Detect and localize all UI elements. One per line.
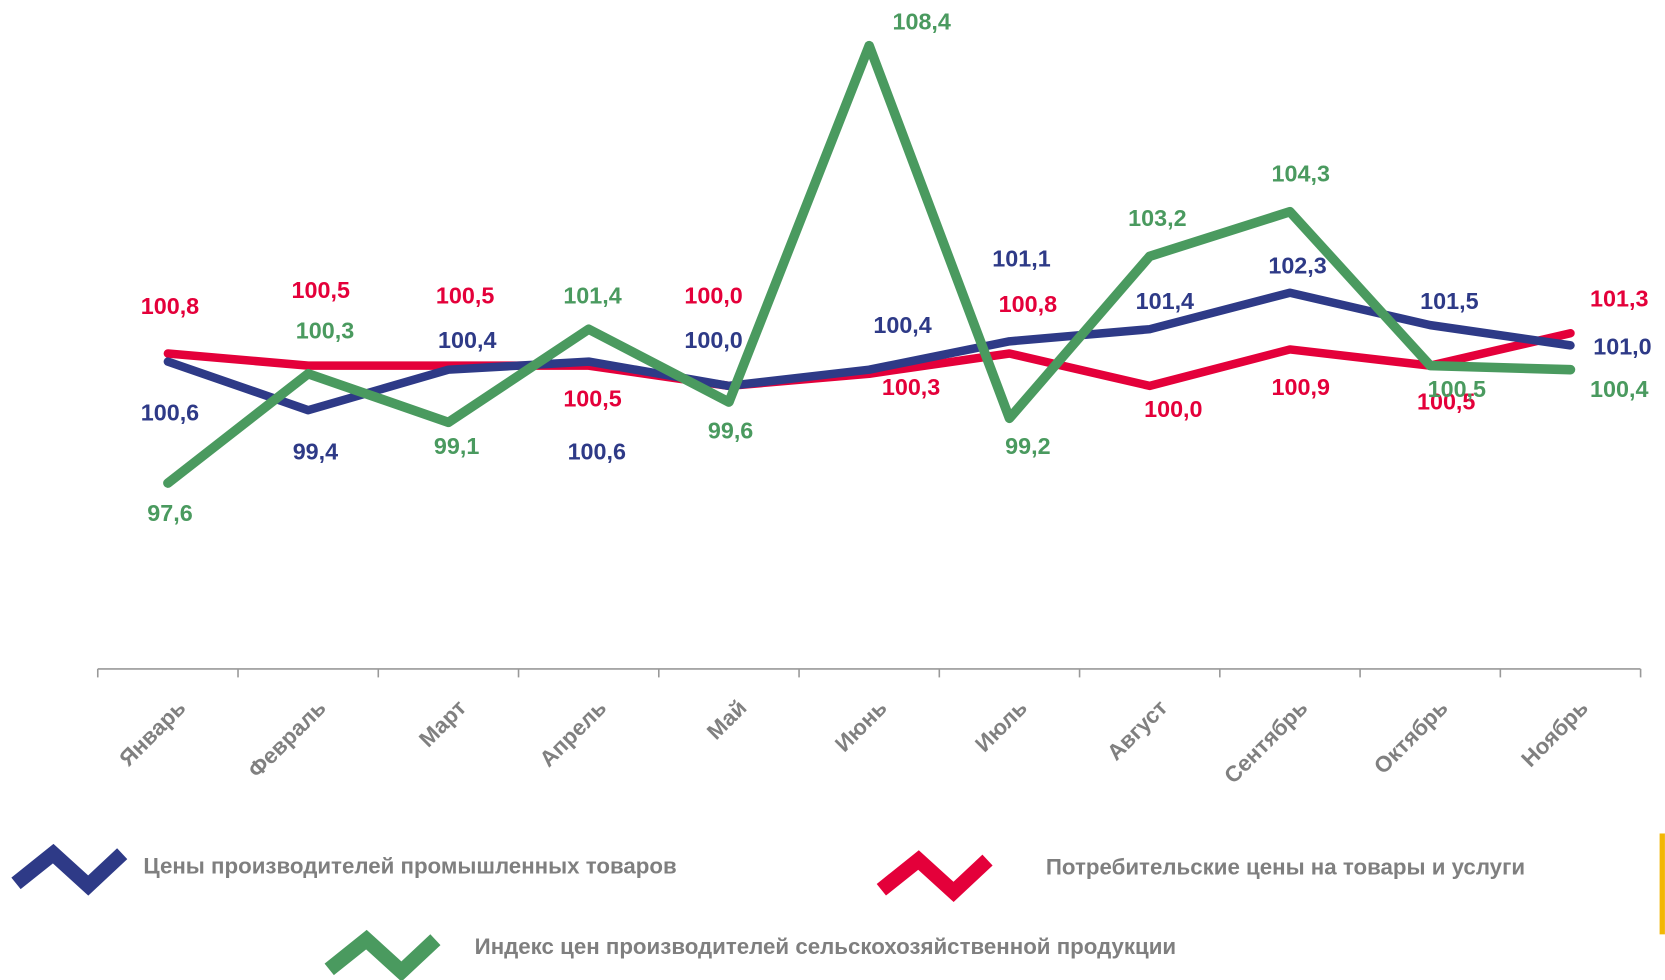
data-label: 108,4	[892, 9, 950, 35]
data-label: 102,3	[1268, 253, 1326, 279]
x-tick-label: Октябрь	[1369, 695, 1453, 779]
legend-label: Индекс цен производителей сельскохозяйст…	[475, 934, 1176, 959]
data-label: 100,0	[684, 327, 742, 353]
legend-icon	[324, 929, 441, 980]
x-tick-label: Февраль	[243, 695, 331, 783]
data-label: 100,6	[141, 399, 199, 425]
data-label: 100,4	[873, 312, 931, 338]
data-label: 101,5	[1420, 288, 1478, 314]
data-label: 100,3	[882, 374, 940, 400]
series-line	[163, 328, 1575, 391]
data-label: 100,5	[1417, 389, 1475, 415]
data-label: 100,5	[292, 277, 350, 303]
x-tick-label: Апрель	[535, 695, 612, 772]
x-tick-label: Сентябрь	[1219, 695, 1312, 788]
decor-bar	[1659, 833, 1665, 935]
x-tick-label: Ноябрь	[1516, 695, 1593, 772]
data-label: 99,2	[1005, 433, 1050, 459]
data-label: 104,3	[1272, 160, 1330, 186]
data-label: 100,0	[1144, 396, 1202, 422]
data-label: 99,1	[434, 433, 479, 459]
data-label: 103,2	[1128, 205, 1186, 231]
legend-label: Цены производителей промышленных товаров	[143, 853, 676, 878]
data-label: 100,9	[1272, 374, 1330, 400]
data-label: 100,5	[1428, 376, 1486, 402]
data-label: 100,3	[296, 318, 354, 344]
data-label: 100,8	[141, 293, 199, 319]
data-label: 101,3	[1590, 286, 1648, 312]
legend-label: Потребительские цены на товары и услуги	[1046, 854, 1525, 879]
data-label: 101,0	[1593, 333, 1651, 359]
data-label: 100,6	[568, 439, 626, 465]
series-line	[163, 40, 1576, 488]
data-label: 100,0	[684, 282, 742, 308]
data-label: 101,4	[1136, 288, 1194, 314]
data-label: 100,5	[563, 385, 621, 411]
data-label: 100,8	[999, 291, 1057, 317]
data-label: 99,6	[708, 417, 753, 443]
data-label: 97,6	[147, 500, 192, 526]
x-tick-label: Июнь	[830, 695, 892, 757]
x-tick-label: Май	[702, 695, 751, 744]
data-label: 100,4	[438, 327, 496, 353]
legend-icon	[11, 843, 128, 896]
data-label: 99,4	[293, 439, 338, 465]
data-label: 100,5	[436, 282, 494, 308]
data-label: 101,4	[563, 282, 621, 308]
x-tick-label: Январь	[114, 695, 190, 771]
legend-icon	[876, 850, 993, 902]
series-line	[163, 288, 1575, 415]
data-label: 100,4	[1590, 376, 1648, 402]
x-tick-label: Август	[1102, 695, 1172, 765]
x-tick-label: Март	[414, 695, 471, 752]
x-tick-label: Июль	[970, 695, 1032, 757]
data-label: 101,1	[992, 245, 1050, 271]
